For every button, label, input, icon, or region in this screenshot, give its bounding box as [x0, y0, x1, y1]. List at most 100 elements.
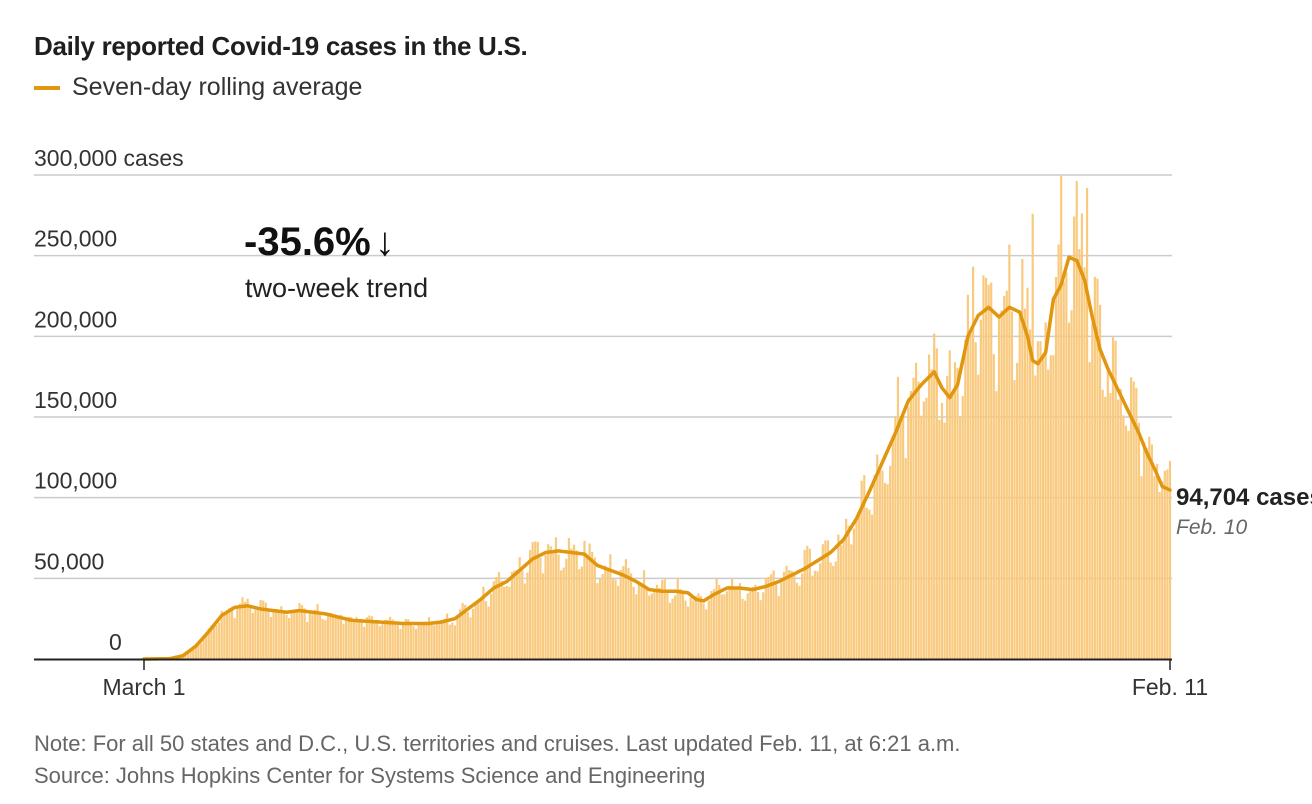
x-axis-ticks: March 1 Feb. 11	[102, 660, 1208, 700]
bar	[1135, 387, 1138, 659]
bar	[490, 593, 493, 659]
bar	[925, 397, 928, 659]
bar	[562, 567, 565, 659]
bar	[205, 632, 208, 659]
bar	[1150, 444, 1153, 659]
bar	[316, 604, 319, 659]
bar	[482, 586, 485, 659]
bar	[876, 454, 879, 659]
trend-value: -35.6% ↓	[244, 220, 395, 264]
legend-line-swatch	[34, 85, 60, 90]
bar	[350, 617, 353, 659]
bar	[811, 575, 814, 659]
bar	[1124, 425, 1128, 659]
bar	[526, 572, 529, 659]
bar	[500, 580, 503, 659]
bar	[1166, 469, 1169, 659]
bar	[671, 598, 674, 659]
bar	[909, 391, 912, 659]
bar	[826, 540, 830, 659]
bar	[464, 604, 467, 659]
bar	[474, 604, 477, 659]
bar	[920, 415, 923, 659]
bar	[376, 620, 379, 659]
bar	[661, 579, 664, 659]
bar	[438, 621, 441, 659]
bar	[946, 375, 949, 659]
bar	[443, 618, 446, 659]
bar	[1091, 323, 1094, 659]
bar	[342, 623, 345, 659]
bar	[668, 602, 672, 659]
bar	[539, 557, 542, 659]
bar	[640, 585, 643, 659]
bar	[425, 622, 428, 659]
bar	[728, 585, 731, 659]
bar	[241, 597, 244, 659]
bar	[288, 618, 291, 659]
bar	[518, 557, 521, 659]
bar	[404, 619, 407, 659]
bar	[497, 572, 501, 659]
bar	[414, 628, 418, 659]
bar	[389, 616, 392, 659]
bar	[329, 613, 332, 659]
bar	[606, 568, 609, 659]
bar	[409, 622, 412, 659]
bar	[1067, 322, 1071, 659]
bar	[795, 582, 798, 659]
bar	[689, 597, 692, 659]
bar	[674, 595, 677, 659]
last-date: Feb. 10	[1176, 516, 1248, 539]
bar	[459, 609, 462, 659]
bar	[593, 557, 596, 659]
bar	[904, 458, 907, 659]
bar	[508, 586, 511, 659]
bar	[272, 611, 275, 659]
bar	[1065, 272, 1068, 659]
bar	[347, 616, 350, 659]
bar	[666, 592, 669, 659]
bar	[1008, 244, 1011, 659]
bar	[236, 607, 239, 659]
bar	[308, 613, 311, 659]
source-text: Source: Johns Hopkins Center for Systems…	[34, 763, 706, 788]
bar	[254, 609, 257, 659]
bar	[440, 619, 444, 659]
bar	[927, 354, 931, 659]
bar	[858, 512, 861, 659]
bar	[1000, 310, 1003, 659]
bar	[295, 610, 298, 659]
bar	[951, 393, 954, 659]
bar	[816, 571, 819, 659]
bar	[466, 612, 469, 659]
bar	[477, 601, 480, 659]
bar	[451, 622, 454, 659]
bar	[850, 544, 853, 659]
bar	[632, 587, 635, 659]
bar	[293, 610, 296, 659]
bar	[352, 619, 355, 659]
bar	[202, 637, 205, 659]
bar	[679, 588, 682, 659]
bar	[355, 617, 358, 659]
bar	[1168, 460, 1172, 659]
bar	[580, 566, 583, 659]
bar	[720, 594, 723, 659]
bar	[1018, 316, 1021, 659]
bar	[275, 611, 278, 659]
bar	[759, 600, 762, 659]
chart: 0 50,000 100,000 150,000 200,000 250,000 300,0…	[34, 145, 1312, 700]
bar	[246, 598, 249, 659]
bar	[243, 601, 247, 659]
bar	[319, 611, 322, 659]
bar	[681, 590, 684, 659]
bar	[1021, 258, 1024, 659]
bar	[453, 625, 456, 659]
legend: Seven-day rolling average	[34, 73, 362, 102]
bar	[1003, 296, 1006, 659]
bar	[798, 585, 801, 659]
bar	[933, 333, 936, 659]
bar	[391, 619, 394, 659]
bar	[1047, 369, 1050, 659]
